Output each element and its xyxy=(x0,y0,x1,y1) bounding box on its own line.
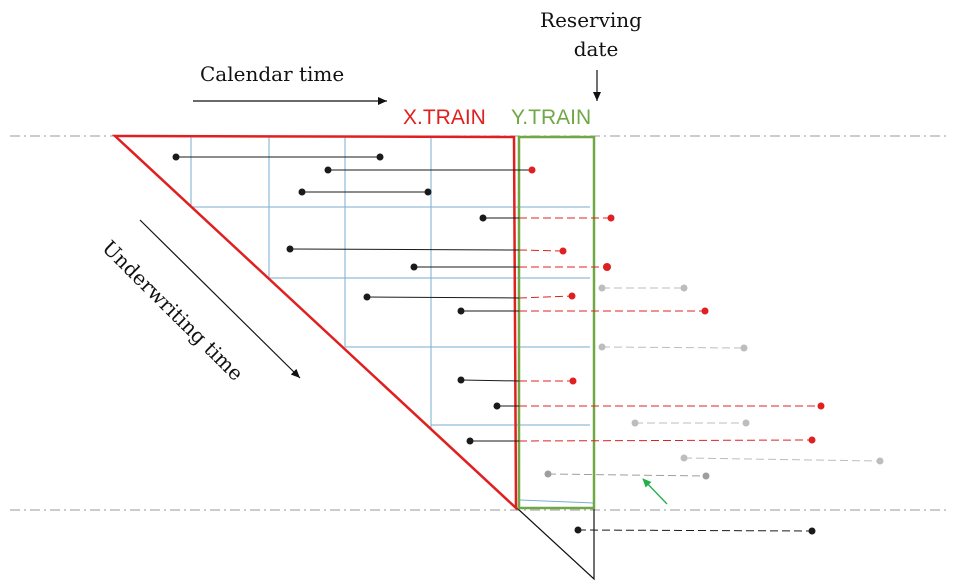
claim-line-future xyxy=(518,249,564,252)
claim-end-point xyxy=(528,166,536,174)
claim-line xyxy=(289,248,520,251)
claim-line-gray xyxy=(547,473,707,477)
claim-line-gray xyxy=(601,346,745,349)
claim-start-point xyxy=(574,526,582,534)
underwriting-time-arrow xyxy=(139,219,301,379)
claim-start-point xyxy=(324,166,332,174)
claim-start-point xyxy=(493,402,501,410)
claim-start-point xyxy=(457,307,465,315)
claim-start-point xyxy=(598,343,606,351)
claim-start-point xyxy=(457,376,465,384)
claim-end-point xyxy=(424,188,432,196)
claim-start-point xyxy=(286,245,294,253)
claim-end-point xyxy=(742,419,750,427)
y-train-rectangle xyxy=(517,135,596,510)
reserving-date-label-line2: date xyxy=(574,37,619,61)
underwriting-time-label: Underwriting time xyxy=(97,236,248,386)
claim-start-point xyxy=(466,437,474,445)
highlight-arrow xyxy=(642,478,668,505)
claim-end-point xyxy=(701,307,709,315)
claim-start-point xyxy=(363,293,371,301)
claim-lines xyxy=(172,153,884,535)
claim-line xyxy=(460,379,520,382)
claim-line xyxy=(366,296,520,299)
claim-end-point xyxy=(702,472,710,480)
claim-end-point xyxy=(603,263,611,271)
claim-end-point xyxy=(817,402,825,410)
claim-start-point xyxy=(680,454,688,462)
claim-start-point xyxy=(172,153,180,161)
x-train-label: X.TRAIN xyxy=(403,106,486,129)
claim-end-point xyxy=(808,527,816,535)
claim-end-point xyxy=(569,377,577,385)
claim-end-point xyxy=(808,436,816,444)
claim-end-point xyxy=(559,247,567,255)
claim-end-point xyxy=(568,292,576,300)
claim-start-point xyxy=(410,263,418,271)
claim-start-point xyxy=(631,419,639,427)
claim-end-point xyxy=(376,153,384,161)
claim-line-future xyxy=(518,295,573,299)
claim-line-outside xyxy=(577,529,813,532)
claim-start-point xyxy=(298,188,306,196)
claim-end-point xyxy=(740,344,748,352)
claim-line-future xyxy=(518,439,813,442)
claim-line-gray xyxy=(683,457,881,462)
x-train-triangle xyxy=(111,134,518,511)
claim-start-point xyxy=(479,214,487,222)
claim-end-point xyxy=(607,214,615,222)
y-train-label: Y.TRAIN xyxy=(511,106,591,129)
claim-start-point xyxy=(544,470,552,478)
outside-triangle xyxy=(516,507,595,581)
calendar-time-label: Calendar time xyxy=(200,62,344,86)
claim-start-point xyxy=(598,284,606,292)
claim-end-point xyxy=(680,284,688,292)
reserving-date-label-line1: Reserving xyxy=(540,8,642,32)
claim-end-point xyxy=(876,457,884,465)
